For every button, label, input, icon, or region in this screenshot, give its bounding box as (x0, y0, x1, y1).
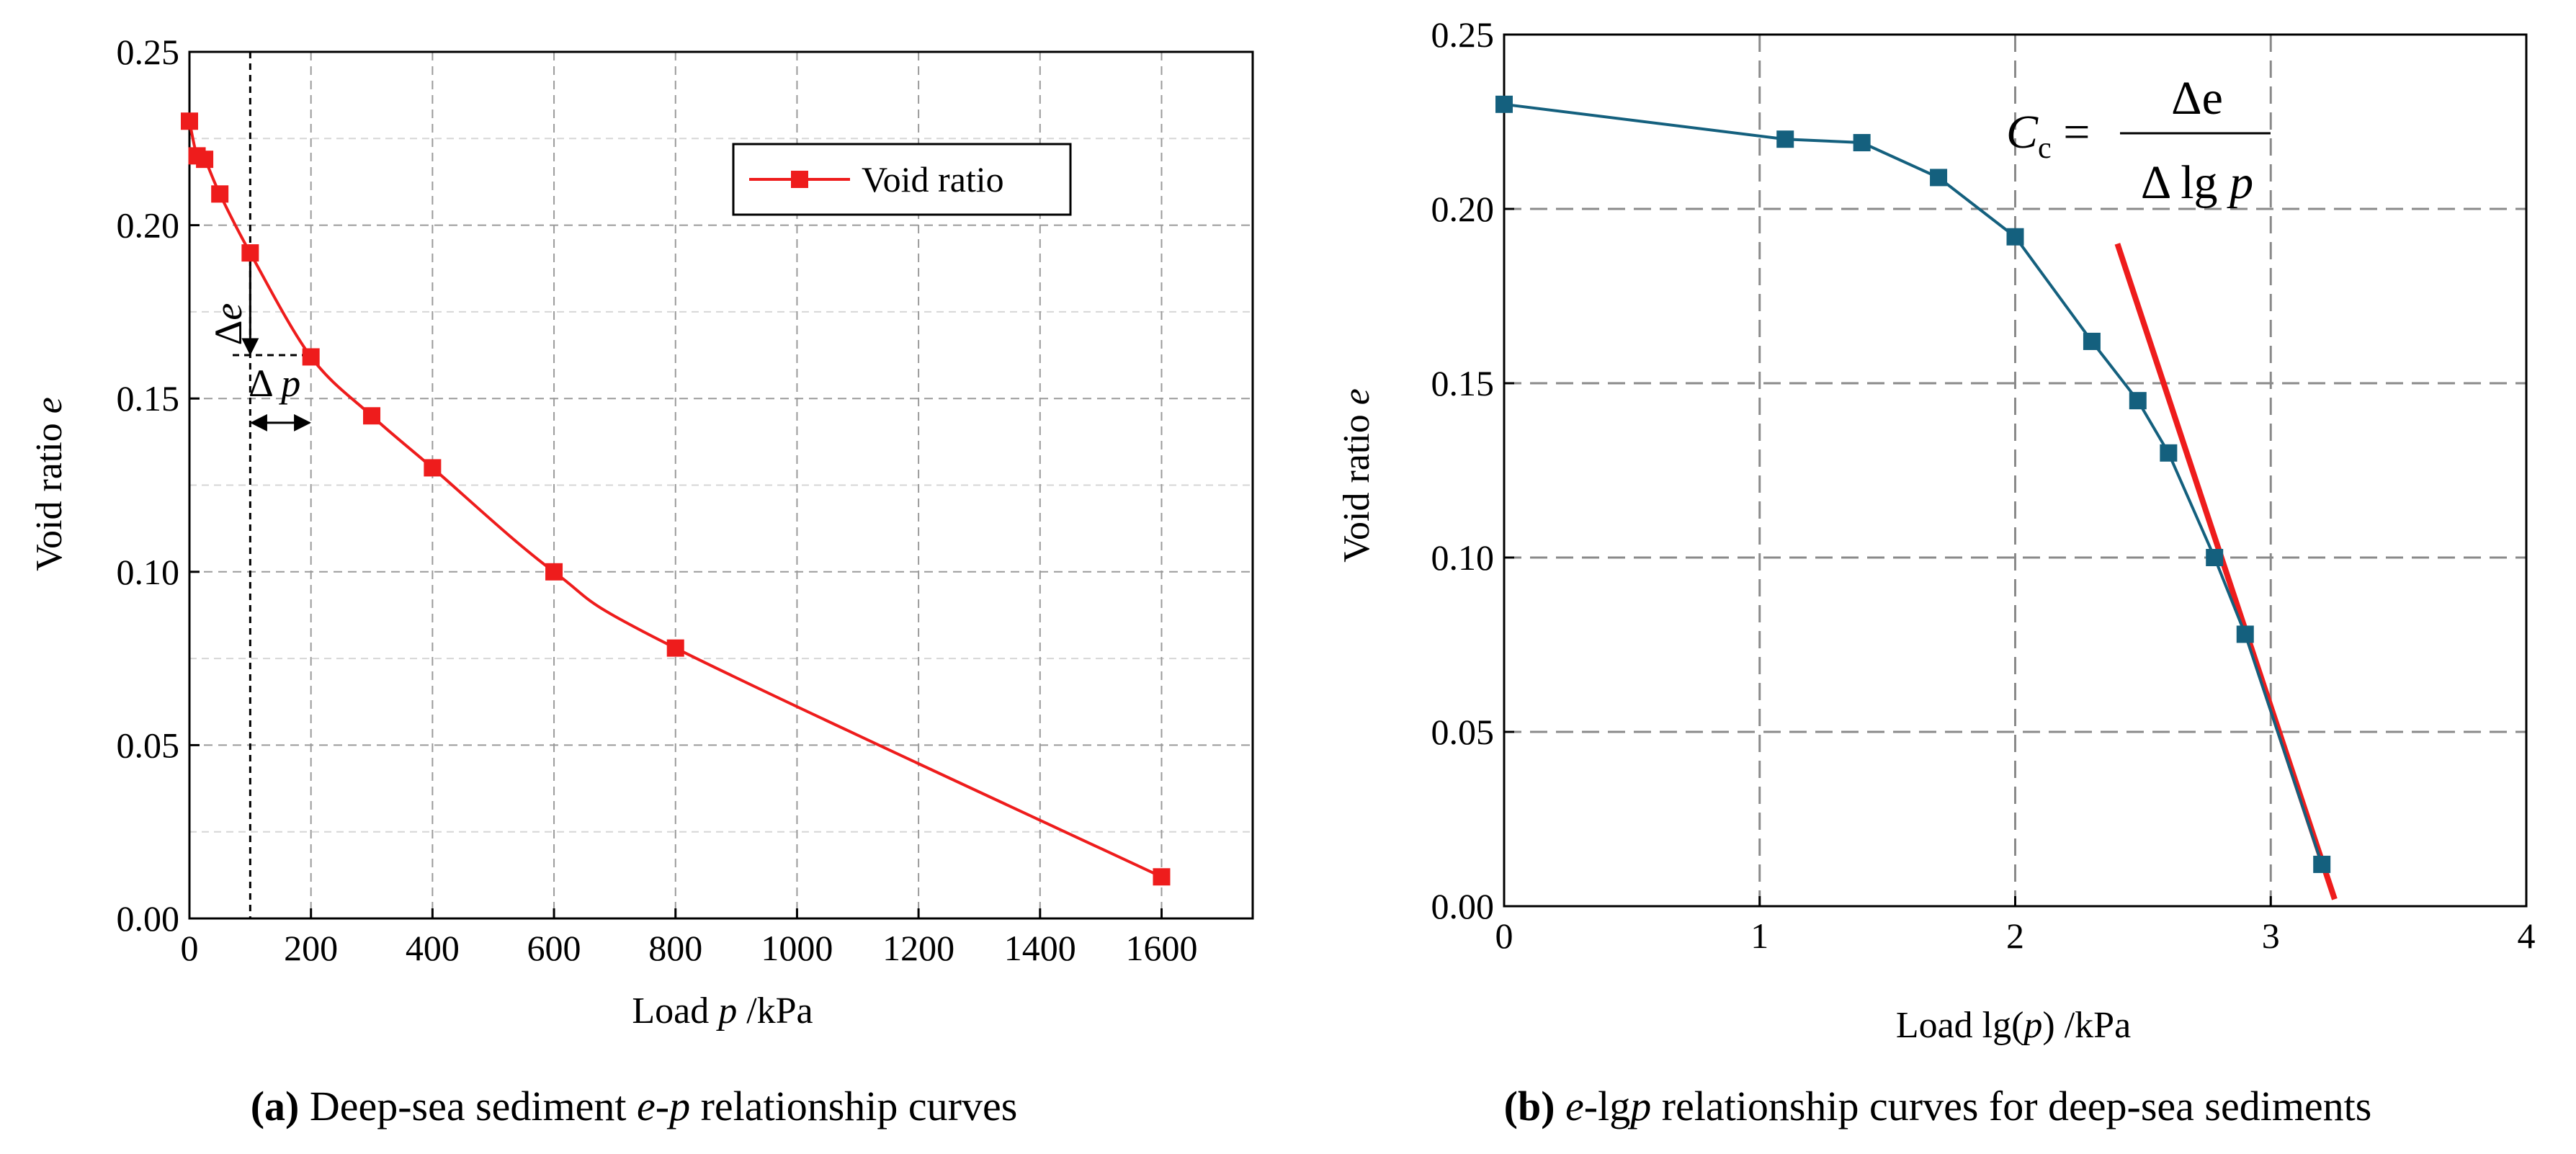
chart-b-data-point (1930, 169, 1948, 187)
compression-index-formula: Cc = Δe Δ lg p (2006, 72, 2271, 209)
chart-b-x-tick-label: 1 (1750, 916, 1768, 956)
delta-p-label: Δ p (249, 362, 300, 405)
chart-a-y-tick-label: 0.05 (117, 725, 180, 765)
chart-a-y-ticks: 0.00 0.05 0.10 0.15 0.20 0.25 (117, 32, 200, 939)
chart-b: 0.00 0.05 0.10 0.15 0.20 0.25 0 1 2 3 4 Cc = Δe Δ… (1336, 14, 2536, 1130)
chart-a-data-point (181, 112, 198, 130)
chart-a-y-axis-label: Void ratio e (29, 397, 70, 571)
chart-b-x-axis-label: Load lg(p) /kPa (1896, 1005, 2131, 1046)
chart-a-caption: (a) Deep-sea sediment e-p relationship c… (251, 1083, 1018, 1130)
formula-lhs: Cc = (2006, 106, 2090, 165)
chart-a-data-point (363, 407, 381, 425)
chart-a-x-tick-label: 800 (648, 928, 702, 968)
chart-b-y-tick-label: 0.05 (1431, 712, 1495, 752)
chart-a-x-tick-label: 400 (406, 928, 460, 968)
chart-a-x-tick-label: 1200 (882, 928, 954, 968)
chart-b-y-tick-label: 0.20 (1431, 189, 1495, 229)
formula-denominator: Δ lg p (2141, 156, 2253, 209)
chart-b-y-axis-label: Void ratio e (1336, 388, 1377, 563)
formula-numerator: Δe (2171, 72, 2223, 125)
chart-a-x-tick-label: 0 (181, 928, 199, 968)
chart-b-y-tick-label: 0.10 (1431, 537, 1495, 578)
chart-a-x-tick-label: 1600 (1125, 928, 1197, 968)
chart-a-series-line (188, 120, 1163, 879)
chart-b-x-tick-label: 0 (1495, 916, 1513, 956)
chart-a-grid (189, 52, 1253, 918)
chart-a-data-point (424, 459, 442, 477)
chart-a-series (181, 112, 1171, 886)
chart-a-plot-frame (188, 50, 1254, 920)
chart-b-data-point (2160, 444, 2178, 462)
chart-b-data-point (2006, 228, 2024, 246)
chart-b-y-tick-label: 0.15 (1431, 363, 1495, 403)
chart-b-series (1495, 95, 2331, 873)
legend-marker-swatch (791, 171, 808, 188)
chart-a-x-tick-label: 600 (527, 928, 581, 968)
chart-a-y-tick-label: 0.00 (117, 898, 180, 939)
chart-b-data-point (1776, 130, 1794, 148)
chart-b-caption: (b) e-lgp relationship curves for deep-s… (1504, 1083, 2372, 1130)
chart-b-data-point (2129, 392, 2147, 410)
chart-b-data-point (2236, 625, 2254, 643)
chart-b-x-tick-label: 2 (2006, 916, 2024, 956)
chart-a-data-point (302, 348, 320, 366)
chart-b-y-tick-label: 0.25 (1431, 14, 1495, 55)
chart-b-data-point (2206, 549, 2224, 566)
chart-a-legend: Void ratio (732, 143, 1072, 216)
chart-b-y-tick-label: 0.00 (1431, 886, 1495, 926)
chart-a-data-point (241, 244, 259, 262)
chart-a-x-tick-label: 1400 (1004, 928, 1076, 968)
chart-a-x-tick-label: 200 (284, 928, 338, 968)
chart-a-data-point (196, 151, 214, 169)
chart-b-x-tick-label: 4 (2518, 916, 2536, 956)
chart-b-grid (1504, 35, 2526, 906)
chart-a-data-point (545, 563, 563, 581)
chart-b-x-tick-label: 3 (2262, 916, 2280, 956)
chart-b-y-ticks: 0.00 0.05 0.10 0.15 0.20 0.25 (1431, 14, 1514, 926)
chart-a-x-axis-label: Load p /kPa (632, 990, 813, 1032)
chart-a-annotations: Δe Δ p (207, 52, 312, 918)
chart-a-x-tick-label: 1000 (761, 928, 833, 968)
chart-b-data-point (2313, 855, 2331, 873)
chart-a-y-tick-label: 0.10 (117, 552, 180, 592)
chart-a-data-point (666, 639, 684, 657)
chart-a: 0.00 0.05 0.10 0.15 0.20 0.25 0 200 400 600 800 10… (29, 32, 1254, 1130)
chart-a-x-ticks: 0 200 400 600 800 1000 1200 1400 1600 (181, 908, 1197, 968)
chart-a-data-point (211, 185, 229, 203)
chart-b-data-point (2083, 332, 2101, 350)
chart-a-y-tick-label: 0.25 (117, 32, 180, 72)
chart-b-data-point (1495, 95, 1513, 113)
chart-a-data-point (1153, 868, 1171, 886)
legend-label: Void ratio (862, 159, 1004, 200)
chart-a-y-tick-label: 0.20 (117, 205, 180, 246)
chart-b-data-point (1853, 134, 1871, 152)
chart-a-y-tick-label: 0.15 (117, 378, 180, 419)
chart-b-x-ticks: 0 1 2 3 4 (1495, 896, 2536, 956)
delta-e-label: Δe (207, 303, 250, 346)
